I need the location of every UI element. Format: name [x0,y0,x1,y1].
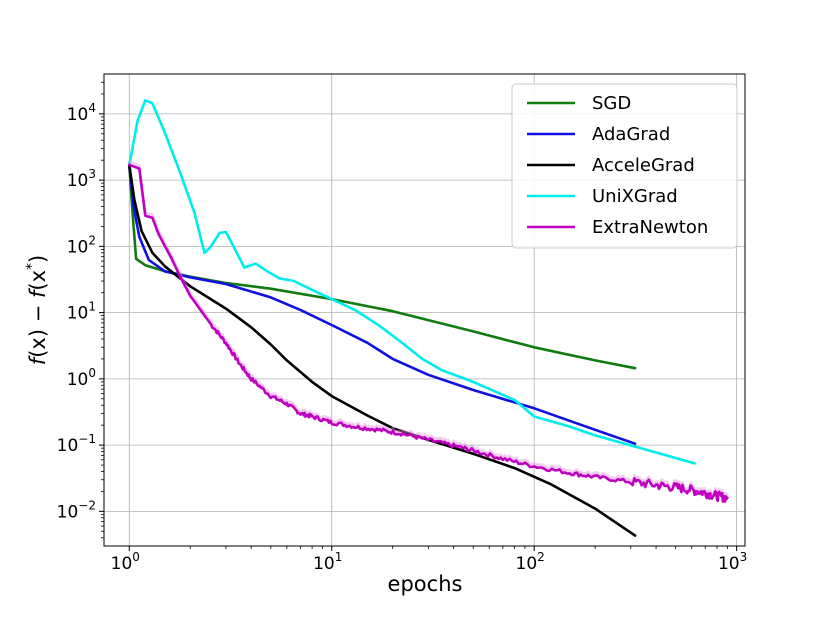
legend: SGD AdaGrad AcceleGrad UniXGrad ExtraNewton [511,83,738,249]
series-extranewton [128,160,729,503]
series-layer [128,99,729,537]
legend-label: AdaGrad [592,124,670,145]
y-tick-label: 103 [67,167,96,191]
legend-item-adagrad: AdaGrad [527,124,670,145]
y-axis-label: f(x) − f(x*) [24,255,50,365]
x-tick-label: 102 [516,550,545,574]
y-tick-label: 102 [67,233,96,257]
y-axis-ticks: 10−2 10−1 100 101 102 103 104 [57,81,104,539]
series-unixgrad [128,99,696,465]
y-tick-label: 104 [67,101,96,125]
series-line-sgd [128,163,637,370]
y-tick-label: 100 [67,366,96,390]
x-tick-label: 101 [313,550,342,574]
legend-label: SGD [592,93,631,114]
legend-item-extranewton: ExtraNewton [527,217,708,238]
series-adagrad [128,163,637,446]
series-line-extranewton [128,163,729,503]
x-tick-label: 103 [718,550,747,574]
series-line-accelegrad [128,163,637,537]
legend-label: ExtraNewton [592,217,708,238]
x-axis-ticks: 100 101 102 103 [111,546,747,574]
y-tick-label: 10−1 [57,432,96,456]
plot-frame [103,73,746,547]
y-tick-label: 10−2 [57,498,96,522]
x-tick-label: 100 [111,550,140,574]
legend-item-unixgrad: UniXGrad [527,186,678,207]
legend-item-accelegrad: AcceleGrad [527,155,695,176]
series-sgd [128,163,637,370]
x-axis-label: epochs [388,572,463,596]
series-line-adagrad [128,163,637,446]
y-tick-label: 101 [67,300,96,324]
legend-box [511,83,738,249]
legend-label: AcceleGrad [592,155,695,176]
series-line-unixgrad [128,99,696,465]
legend-item-sgd: SGD [527,93,631,114]
series-accelegrad [128,163,637,537]
legend-label: UniXGrad [592,186,678,207]
